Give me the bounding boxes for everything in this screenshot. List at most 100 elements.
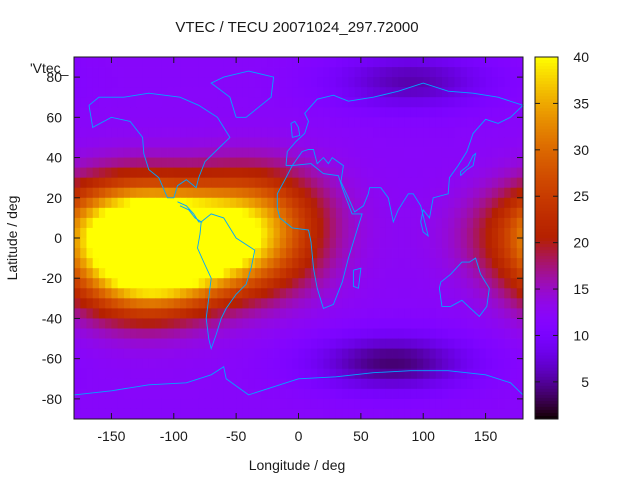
coastline-australia (438, 257, 490, 318)
heatmap-cell (379, 238, 387, 249)
heatmap-cell (473, 338, 480, 350)
heatmap-cell (279, 348, 287, 360)
heatmap-cell (130, 348, 137, 360)
heatmap-cell (167, 408, 175, 420)
heatmap-cell (130, 147, 137, 158)
colorbar-strip (535, 150, 558, 155)
heatmap-cell (298, 318, 306, 329)
heatmap-cell (317, 97, 324, 108)
heatmap-cell (148, 77, 156, 88)
heatmap-cell (398, 157, 405, 169)
heatmap-cell (360, 137, 368, 148)
heatmap-cell (254, 87, 262, 98)
heatmap-cell (192, 258, 200, 269)
heatmap-cell (348, 87, 356, 98)
heatmap-cell (74, 187, 81, 199)
heatmap-cell (254, 248, 262, 259)
heatmap-cell (80, 348, 87, 360)
colorbar-tick-label: 20 (573, 235, 589, 251)
heatmap-cell (354, 238, 362, 249)
heatmap-cell (398, 318, 405, 329)
heatmap-cell (416, 368, 424, 380)
heatmap-cell (142, 338, 150, 350)
heatmap-cell (161, 117, 168, 128)
heatmap-cell (86, 388, 94, 400)
heatmap-cell (429, 358, 437, 370)
heatmap-cell (92, 248, 100, 259)
heatmap-cell (310, 217, 318, 229)
heatmap-cell (310, 358, 318, 370)
heatmap-cell (123, 187, 131, 199)
heatmap-cell (379, 227, 387, 239)
heatmap-cell (98, 167, 106, 179)
heatmap-cell (435, 197, 443, 209)
heatmap-cell (323, 358, 331, 370)
heatmap-cell (123, 67, 131, 78)
heatmap-cell (292, 127, 299, 138)
heatmap-cell (279, 197, 287, 209)
heatmap-cell (286, 187, 293, 199)
colorbar-strip (535, 283, 558, 287)
heatmap-cell (423, 127, 430, 138)
heatmap-cell (142, 258, 150, 269)
heatmap-cell (317, 177, 324, 189)
heatmap-cell (148, 227, 156, 239)
heatmap-cell (516, 97, 524, 108)
heatmap-cell (448, 207, 455, 219)
heatmap-cell (379, 87, 387, 98)
heatmap-cell (516, 207, 524, 219)
heatmap-cell (161, 67, 168, 78)
heatmap-cell (354, 378, 362, 390)
heatmap-cell (74, 177, 81, 189)
x-tick-label: 100 (412, 428, 436, 444)
heatmap-cell (360, 167, 368, 179)
heatmap-cell (223, 227, 231, 239)
heatmap-cell (348, 127, 356, 138)
heatmap-cell (155, 258, 162, 269)
heatmap-cell (429, 328, 437, 339)
heatmap-cell (342, 308, 349, 319)
heatmap-cell (180, 318, 187, 329)
heatmap-cell (429, 177, 437, 189)
heatmap-cell (286, 127, 293, 138)
heatmap-cell (441, 217, 449, 229)
heatmap-cell (261, 338, 268, 350)
heatmap-cell (180, 368, 187, 380)
heatmap-cell (74, 398, 81, 410)
heatmap-cell (229, 288, 237, 299)
heatmap-cell (329, 248, 337, 259)
heatmap-cell (167, 177, 175, 189)
heatmap-cell (335, 117, 343, 128)
heatmap-cell (80, 288, 87, 299)
heatmap-cell (460, 268, 468, 279)
heatmap-cell (448, 248, 455, 259)
heatmap-cell (504, 318, 511, 329)
heatmap-cell (348, 117, 356, 128)
colorbar-strip (535, 397, 558, 402)
heatmap-cell (92, 268, 100, 279)
heatmap-cell (204, 358, 212, 370)
heatmap-cell (429, 197, 437, 209)
colorbar-strip (535, 201, 558, 206)
heatmap-cell (348, 338, 356, 350)
heatmap-cell (74, 207, 81, 219)
heatmap-cell (223, 388, 231, 400)
heatmap-cell (167, 298, 175, 309)
heatmap-cell (204, 77, 212, 88)
heatmap-cell (261, 57, 268, 68)
heatmap-cell (130, 278, 137, 289)
heatmap-cell (80, 398, 87, 410)
heatmap-cell (498, 77, 505, 88)
heatmap-cell (148, 238, 156, 249)
heatmap-cell (304, 388, 312, 400)
heatmap-cell (441, 77, 449, 88)
heatmap-cell (448, 368, 455, 380)
heatmap-cell (485, 107, 493, 118)
heatmap-cell (416, 258, 424, 269)
heatmap-cell (186, 217, 193, 229)
heatmap-cell (379, 117, 387, 128)
heatmap-cell (460, 388, 468, 400)
heatmap-cell (123, 87, 131, 98)
heatmap-cell (292, 358, 299, 370)
colorbar-tick-label: 25 (573, 188, 589, 204)
